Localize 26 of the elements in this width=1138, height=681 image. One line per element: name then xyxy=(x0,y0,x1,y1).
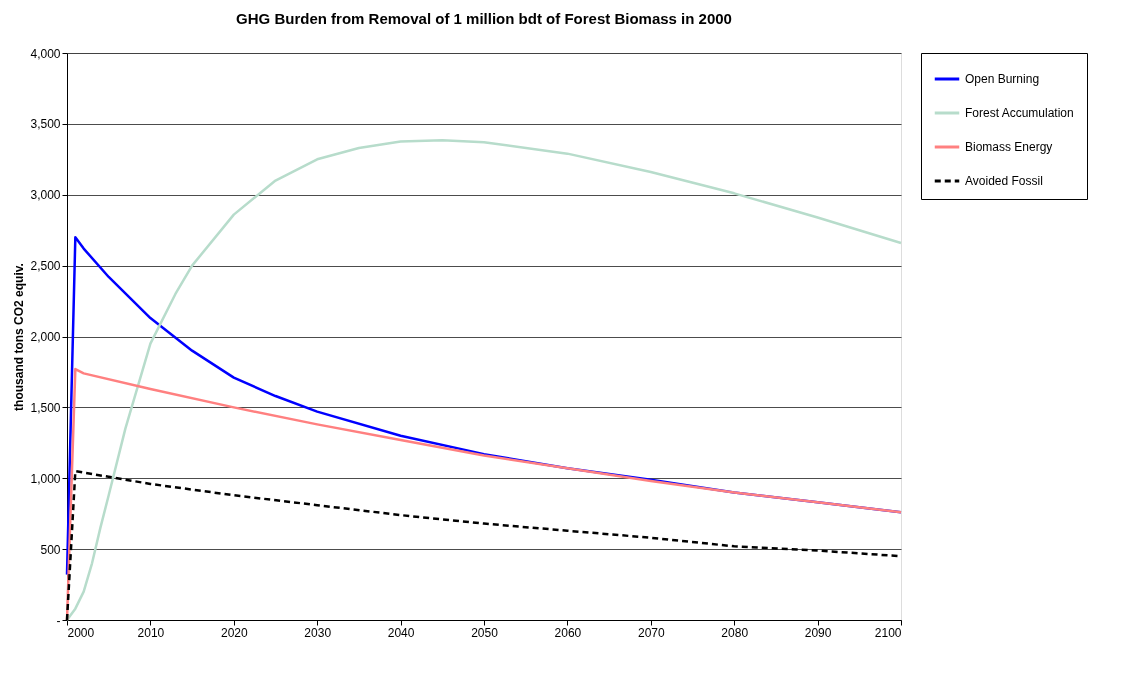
y-tick-label: 1,000 xyxy=(30,471,61,486)
y-tick-label: 3,500 xyxy=(30,117,61,132)
x-tick-label: 2000 xyxy=(67,625,95,640)
x-tick-label: 2050 xyxy=(471,625,499,640)
x-tick-label: 2090 xyxy=(804,625,832,640)
chart-title: GHG Burden from Removal of 1 million bdt of Forest Biomass in 2000 xyxy=(236,10,732,27)
x-tick-label: 2080 xyxy=(721,625,749,640)
x-tick-label: 2040 xyxy=(387,625,415,640)
y-tick-label: 1,500 xyxy=(30,400,61,415)
x-tick-label: 2020 xyxy=(220,625,248,640)
legend-label: Open Burning xyxy=(965,72,1040,86)
y-tick-label: 500 xyxy=(40,542,61,557)
y-tick-label: 2,000 xyxy=(30,330,61,344)
x-tick-label: 2060 xyxy=(554,625,582,640)
x-tick-label: 2010 xyxy=(137,625,165,640)
x-tick-label: 2030 xyxy=(304,625,332,640)
x-tick-label: 2070 xyxy=(637,625,665,640)
y-tick-label: 4,000 xyxy=(30,46,61,61)
y-tick-label: 2,500 xyxy=(30,259,61,274)
y-axis-title: thousand tons CO2 equiv. xyxy=(12,263,27,411)
legend-label: Avoided Fossil xyxy=(965,174,1043,188)
y-tick-label: - xyxy=(56,613,61,628)
y-tick-label: 3,000 xyxy=(30,188,61,203)
x-tick-label: 2100 xyxy=(874,625,902,640)
legend-label: Biomass Energy xyxy=(965,140,1053,154)
legend-label: Forest Accumulation xyxy=(965,106,1074,120)
